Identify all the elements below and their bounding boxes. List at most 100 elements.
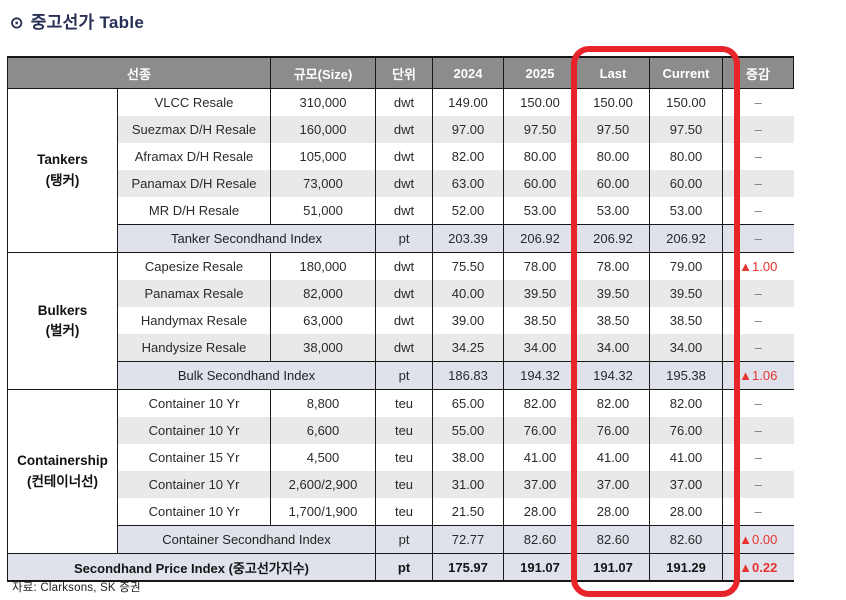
cell-current: 80.00 [649,143,723,170]
cell-y2024: 40.00 [432,280,504,307]
secondhand-price-table: 선종 규모(Size) 단위 2024 2025 Last Current 증감… [6,56,795,582]
cell-current: 60.00 [649,170,723,197]
section-name-kr: (탱커) [45,172,80,188]
cell-y2025: 41.00 [503,444,577,471]
cell-unit: teu [375,498,433,526]
cell-y2025: 78.00 [503,252,577,280]
cell-current: 39.50 [649,280,723,307]
cell-y2025: 60.00 [503,170,577,197]
cell-last: 60.00 [576,170,650,197]
cell-type: Container 10 Yr [116,417,271,444]
cell-last: 78.00 [576,252,650,280]
cell-size: 63,000 [270,307,376,334]
cell-y2025: 38.50 [503,307,577,334]
cell-current: 76.00 [649,417,723,444]
cell-change: ▲1.00 [722,252,794,280]
cell-type: VLCC Resale [116,88,271,116]
header-row: 선종 규모(Size) 단위 2024 2025 Last Current 증감 [6,56,795,89]
cell-change: – [722,170,794,197]
table-row: MR D/H Resale 51,000 dwt 52.00 53.00 53.00 53.… [8,197,794,225]
cell-unit: teu [375,471,433,498]
cell-y2024: 21.50 [432,498,504,526]
cell-unit: dwt [375,252,433,280]
cell-current: 150.00 [649,88,723,116]
table-row: Panamax D/H Resale 73,000 dwt 63.00 60.00 60.… [8,170,794,197]
cell-unit: dwt [375,116,433,143]
index-cell-last: 206.92 [576,224,650,253]
index-cell-unit: pt [375,361,433,390]
table-row: Containership (컨테이너선) Container 10 Yr 8,800… [7,389,794,554]
cell-y2024: 75.50 [432,252,504,280]
cell-y2025: 34.00 [503,334,577,362]
total-unit: pt [375,553,433,582]
index-row: Container Secondhand Index pt 72.77 82.60 82… [8,525,794,554]
table-row: Handysize Resale 38,000 dwt 34.25 34.00 34.00… [8,334,794,362]
cell-last: 28.00 [576,498,650,526]
table-row: Container 10 Yr 2,600/2,900 teu 31.00 37.00 3… [8,471,794,498]
cell-size: 160,000 [270,116,376,143]
cell-y2025: 39.50 [503,280,577,307]
cell-y2025: 150.00 [503,88,577,116]
cell-change: – [722,417,794,444]
cell-unit: dwt [375,88,433,116]
total-current: 191.29 [649,553,723,582]
cell-last: 97.50 [576,116,650,143]
header-last: Last [576,56,651,89]
cell-y2024: 31.00 [432,471,504,498]
index-cell-y2025: 206.92 [503,224,577,253]
cell-last: 38.50 [576,307,650,334]
cell-unit: dwt [375,334,433,362]
total-last: 191.07 [576,553,650,582]
index-row: Bulk Secondhand Index pt 186.83 194.32 194.3… [8,361,794,390]
cell-change: – [722,334,794,362]
cell-y2024: 38.00 [432,444,504,471]
cell-size: 4,500 [270,444,376,471]
total-change: ▲0.22 [722,553,794,582]
header-size: 규모(Size) [270,56,377,89]
cell-unit: dwt [375,280,433,307]
cell-y2025: 53.00 [503,197,577,225]
table-row: Aframax D/H Resale 105,000 dwt 82.00 80.00 80… [8,143,794,170]
cell-change: – [722,143,794,170]
cell-size: 8,800 [270,389,376,417]
cell-change: – [722,389,794,417]
cell-type: Handymax Resale [116,307,271,334]
index-row: Tanker Secondhand Index pt 203.39 206.92 206… [8,224,794,253]
cell-last: 80.00 [576,143,650,170]
cell-y2025: 82.00 [503,389,577,417]
cell-size: 6,600 [270,417,376,444]
table-row: Panamax Resale 82,000 dwt 40.00 39.50 39.50 39… [8,280,794,307]
index-cell-current: 82.60 [649,525,723,554]
total-label: Secondhand Price Index (중고선가지수) [6,553,376,582]
header-change: 증감 [722,56,795,89]
cell-y2024: 97.00 [432,116,504,143]
cell-change: – [722,444,794,471]
cell-size: 73,000 [270,170,376,197]
cell-unit: dwt [375,307,433,334]
section-name: Containership [17,453,108,469]
table-row: Handymax Resale 63,000 dwt 39.00 38.50 38.50 3… [8,307,794,334]
cell-type: Container 10 Yr [116,471,271,498]
cell-type: Container 10 Yr [116,498,271,526]
cell-current: 79.00 [649,252,723,280]
cell-type: Suezmax D/H Resale [116,116,271,143]
cell-type: MR D/H Resale [116,197,271,225]
cell-change: – [722,471,794,498]
cell-current: 34.00 [649,334,723,362]
cell-y2024: 34.25 [432,334,504,362]
section-label: Tankers (탱커) [7,88,118,253]
cell-type: Capesize Resale [116,252,271,280]
cell-last: 150.00 [576,88,650,116]
cell-current: 37.00 [649,471,723,498]
header-ship-type: 선종 [6,56,272,89]
cell-size: 105,000 [270,143,376,170]
section-name: Bulkers [37,302,88,318]
page-title-text: 중고선가 Table [30,13,145,32]
index-cell-unit: pt [375,525,433,554]
cell-change: – [722,197,794,225]
index-cell-unit: pt [375,224,433,253]
cell-change: – [722,88,794,116]
cell-type: Container 10 Yr [116,389,271,417]
section-name-kr: (벌커) [45,323,80,338]
table-row: Bulkers (벌커) Capesize Resale 180,000 dwt 75.5… [7,252,794,390]
